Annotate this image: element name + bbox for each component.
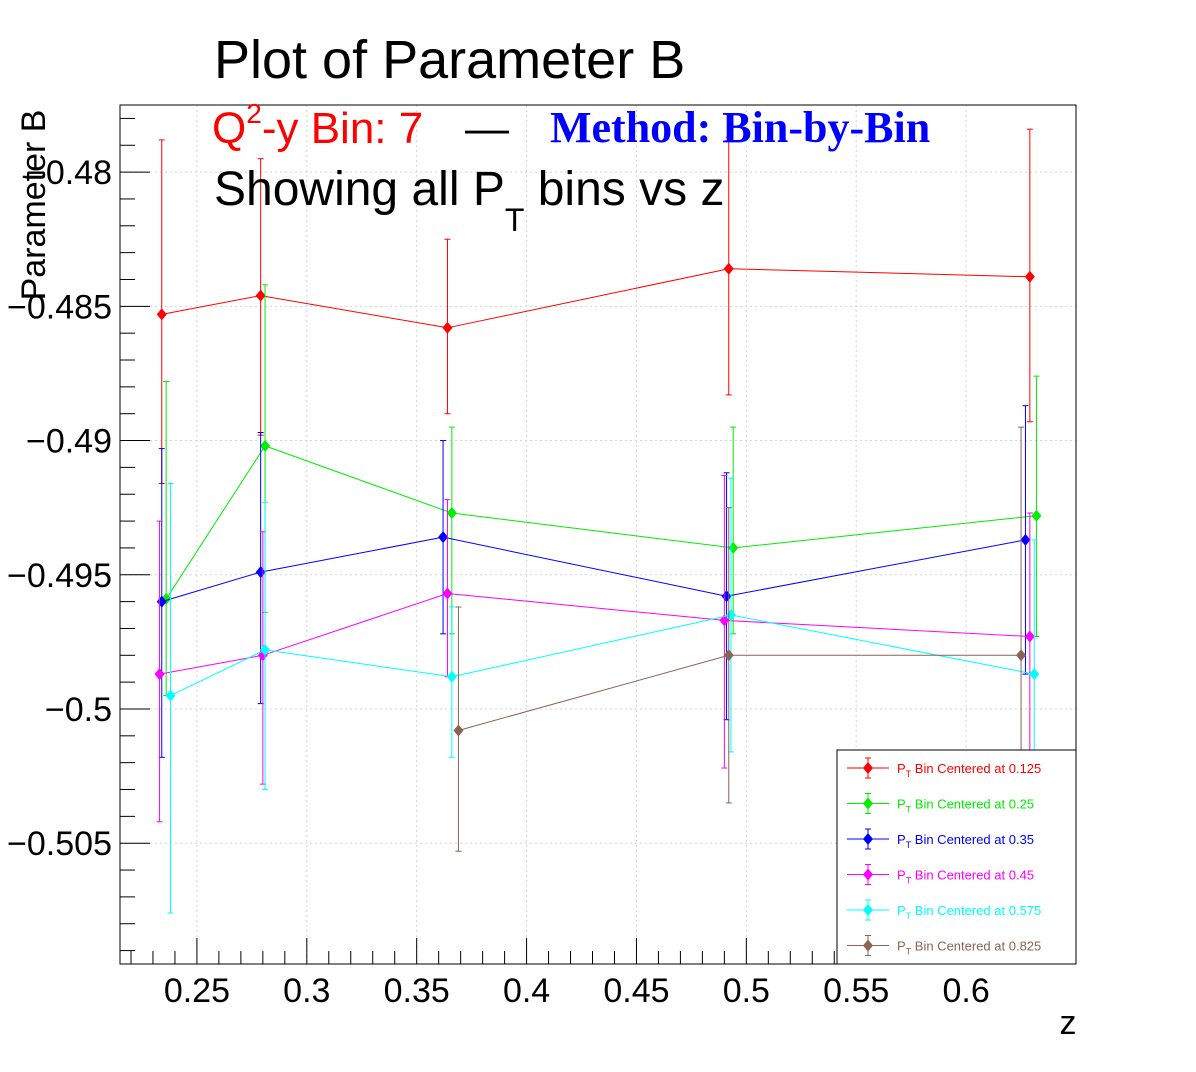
legend-label: PT Bin Centered at 0.575 <box>897 903 1041 921</box>
line2-rest: bins vs z <box>524 163 724 216</box>
data-point <box>255 289 266 302</box>
data-point <box>1029 668 1040 681</box>
data-point <box>1024 630 1035 643</box>
x-tick-labels: 0.25 0.3 0.35 0.4 0.45 0.5 0.55 0.6 <box>164 972 990 1010</box>
q2-superscript: 2 <box>246 98 262 129</box>
data-point <box>260 643 271 656</box>
y-tick-labels: −0.505 −0.5 −0.495 −0.49 −0.485 −0.48 <box>7 154 112 863</box>
legend-label: PT Bin Centered at 0.35 <box>897 832 1034 850</box>
data-point <box>723 262 734 275</box>
x-tick-label: 0.4 <box>503 972 550 1010</box>
x-tick-label: 0.25 <box>164 972 230 1010</box>
subtitle-line-2: Showing all PT bins vs z <box>214 163 724 238</box>
data-point <box>446 507 457 520</box>
data-point <box>723 649 734 662</box>
series-1 <box>156 128 1035 484</box>
data-point <box>260 439 271 452</box>
legend-marker <box>863 904 873 916</box>
method-label: Method: Bin-by-Bin <box>550 103 930 152</box>
legend-label: PT Bin Centered at 0.825 <box>897 939 1041 957</box>
plot-frame <box>119 104 1077 965</box>
series-4 <box>154 474 1035 823</box>
legend-marker <box>863 833 873 845</box>
legend: PT Bin Centered at 0.125 PT Bin Centered … <box>836 749 1077 965</box>
legend-label: PT Bin Centered at 0.25 <box>897 797 1034 815</box>
data-point <box>1024 270 1035 283</box>
legend-marker <box>863 868 873 881</box>
x-tick-label: 0.55 <box>823 972 889 1010</box>
x-tick-label: 0.6 <box>942 972 989 1010</box>
x-tick-label: 0.3 <box>283 972 330 1010</box>
y-tick-label: −0.485 <box>7 288 112 326</box>
subtitle-line-1: Q2-y Bin: 7 <box>212 98 423 153</box>
legend-marker <box>863 939 873 952</box>
data-point <box>1016 649 1027 662</box>
data-point <box>156 308 167 321</box>
series-6 <box>453 426 1027 852</box>
y-axis-label: Parameter B <box>15 110 53 301</box>
q2-bin-label: -y Bin: 7 <box>262 104 423 153</box>
data-point <box>438 531 449 544</box>
data-point <box>1031 509 1042 522</box>
series-layer <box>154 128 1042 914</box>
line2-subscript: T <box>505 202 525 238</box>
axis-ticks <box>120 117 1077 964</box>
x-axis-label: z <box>1060 1004 1077 1042</box>
y-tick-label: −0.49 <box>26 423 112 461</box>
legend-label: PT Bin Centered at 0.45 <box>897 868 1034 886</box>
y-tick-label: −0.48 <box>26 154 112 192</box>
y-tick-label: −0.505 <box>7 825 112 863</box>
line2-prefix: Showing all P <box>214 163 505 216</box>
data-point <box>442 587 453 600</box>
subtitle-dash: — <box>465 104 509 153</box>
legend-marker <box>863 762 873 774</box>
x-tick-label: 0.5 <box>723 972 770 1010</box>
legend-entry: PT Bin Centered at 0.575 <box>847 899 1041 921</box>
data-point <box>165 689 176 702</box>
x-tick-label: 0.35 <box>384 972 450 1010</box>
x-tick-label: 0.45 <box>603 972 669 1010</box>
data-point <box>446 670 457 683</box>
y-tick-label: −0.495 <box>7 557 112 595</box>
legend-entry: PT Bin Centered at 0.25 <box>847 793 1034 815</box>
legend-entry: PT Bin Centered at 0.35 <box>847 828 1034 850</box>
legend-label: PT Bin Centered at 0.125 <box>897 761 1041 779</box>
legend-marker <box>863 797 873 810</box>
legend-box <box>836 749 1077 965</box>
data-point <box>154 668 165 681</box>
legend-entry: PT Bin Centered at 0.125 <box>847 757 1041 779</box>
legend-entry: PT Bin Centered at 0.825 <box>847 935 1041 957</box>
data-point <box>442 321 453 334</box>
y-tick-label: −0.5 <box>45 691 112 729</box>
data-point <box>1020 533 1031 546</box>
chart-title: Plot of Parameter B <box>214 30 685 90</box>
legend-entry: PT Bin Centered at 0.45 <box>847 864 1034 886</box>
data-point <box>453 724 464 737</box>
q2-prefix: Q <box>212 104 246 153</box>
